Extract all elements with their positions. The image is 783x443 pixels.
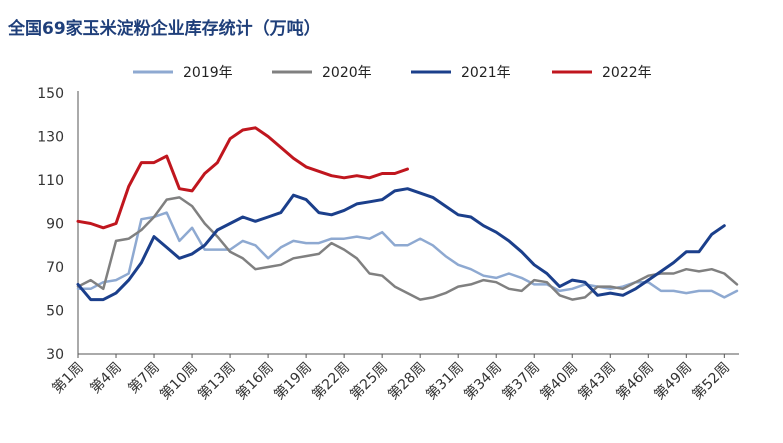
y-tick-label: 130 [37,130,64,146]
series-line-2020 [76,196,739,301]
legend-label: 2021年 [461,65,511,81]
y-tick-label: 150 [37,86,64,102]
y-tick-label: 30 [46,347,64,363]
x-tick-label: 第25周 [347,359,391,403]
y-tick-label: 50 [46,304,64,320]
x-tick-label: 第31周 [423,359,467,403]
x-tick-label: 第13周 [194,359,238,403]
chart-title: 全国69家玉米淀粉企业库存统计（万吨） [8,19,321,39]
x-tick-label: 第37周 [499,359,543,403]
x-tick-label: 第1周 [49,359,87,397]
series-line-2021 [76,187,726,302]
series-line-2022 [76,126,409,230]
x-tick-label: 第46周 [613,359,657,403]
x-tick-label: 第49周 [651,359,695,403]
x-tick-label: 第19周 [271,359,315,403]
y-tick-label: 90 [46,217,64,233]
legend-label: 2020年 [322,65,372,81]
x-tick-label: 第16周 [232,359,276,403]
legend-label: 2022年 [602,65,652,81]
x-tick-label: 第10周 [156,359,200,403]
x-tick-label: 第22周 [309,359,353,403]
chart-series [76,126,739,302]
x-tick-label: 第34周 [461,359,505,403]
legend-label: 2019年 [183,65,233,81]
x-tick-label: 第43周 [575,359,619,403]
legend: 2019年 2020年 2021年 2022年 [133,65,652,81]
y-tick-label: 110 [37,173,64,189]
x-tick-label: 第28周 [385,359,429,403]
y-tick-label: 70 [46,260,64,276]
x-tick-label: 第4周 [87,359,125,397]
series-line-2019 [76,211,739,299]
x-tick-label: 第40周 [537,359,581,403]
x-tick-label: 第52周 [689,359,733,403]
